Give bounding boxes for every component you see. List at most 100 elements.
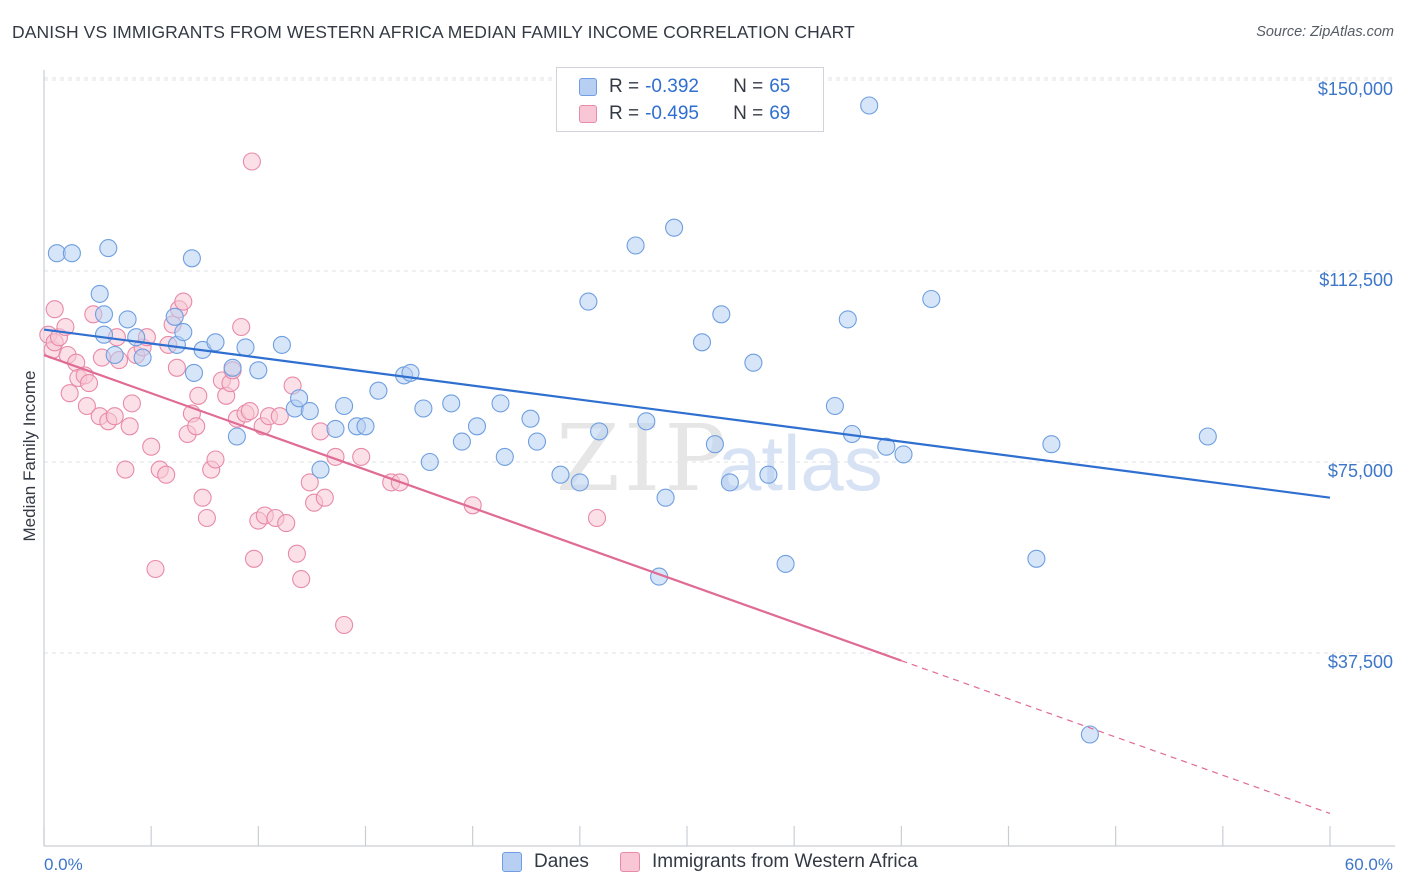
legend-swatch-immigrants: [620, 852, 640, 872]
immigrants-point: [189, 386, 208, 405]
immigrants-point: [335, 615, 354, 635]
danes-trend-line: [43, 328, 1331, 499]
danes-point: [62, 244, 81, 263]
danes-point: [272, 335, 291, 354]
danes-point: [491, 394, 510, 413]
immigrants-point: [146, 559, 165, 579]
legend-item-danes[interactable]: Danes: [502, 851, 589, 873]
immigrants-point: [315, 488, 334, 507]
immigrants-point: [174, 292, 193, 311]
danes-point: [705, 435, 724, 454]
immigrants-point: [79, 374, 99, 393]
danes-point: [776, 554, 795, 573]
danes-point: [495, 447, 514, 466]
legend-label-immigrants: Immigrants from Western Africa: [652, 851, 918, 872]
danes-point: [356, 417, 375, 436]
immigrants-point: [240, 402, 259, 421]
series-immigrants-points: [39, 152, 607, 635]
danes-point: [452, 432, 471, 451]
immigrants-point: [300, 473, 319, 492]
danes-point: [838, 310, 857, 329]
danes-point: [236, 338, 255, 357]
danes-point: [182, 249, 201, 268]
immigrants-point: [142, 437, 161, 456]
danes-point: [860, 96, 879, 115]
legend-label-danes: Danes: [534, 851, 589, 872]
danes-point: [420, 452, 439, 472]
danes-point: [1198, 427, 1217, 446]
immigrants-point: [120, 417, 139, 436]
immigrants-point: [122, 394, 141, 413]
danes-point: [99, 239, 118, 258]
danes-point: [527, 432, 547, 451]
danes-point: [335, 396, 354, 416]
danes-point: [94, 305, 114, 324]
x-tick-label: 60.0%: [1345, 855, 1393, 874]
danes-point: [467, 417, 487, 436]
watermark: ZIP atlas: [556, 405, 883, 512]
legend-r-value: -0.495: [645, 103, 699, 124]
danes-point: [249, 361, 268, 380]
immigrants-point: [77, 396, 96, 416]
immigrants-trend-line: [43, 354, 902, 662]
immigrants-point: [270, 407, 289, 426]
tick-labels: $37,500 $75,000 $112,500 $150,000 0.0% 60.0%: [44, 79, 1393, 874]
danes-point: [590, 422, 609, 441]
danes-point: [442, 394, 461, 413]
trend-lines: [43, 328, 1331, 815]
danes-point: [1042, 435, 1061, 454]
y-tick-label: $150,000: [1318, 79, 1393, 99]
y-tick-label: $112,500: [1319, 270, 1393, 290]
immigrants-point: [277, 514, 296, 533]
danes-point: [223, 358, 242, 377]
danes-point: [300, 402, 319, 421]
immigrants-point: [587, 508, 607, 528]
danes-point: [637, 412, 656, 431]
immigrants-point: [187, 417, 206, 436]
y-tick-label: $37,500: [1328, 652, 1393, 672]
danes-point: [206, 333, 225, 352]
x-tick-label: 0.0%: [44, 855, 83, 874]
legend-swatch-danes: [502, 852, 522, 872]
immigrants-point: [197, 508, 216, 528]
legend-item-immigrants[interactable]: Immigrants from Western Africa: [620, 851, 918, 873]
immigrants-point: [116, 460, 135, 479]
danes-point: [1027, 549, 1046, 568]
series-legend: Danes Immigrants from Western Africa: [0, 851, 1406, 879]
immigrants-point: [193, 488, 212, 507]
immigrants-point: [242, 152, 261, 171]
danes-point: [227, 427, 246, 446]
danes-point: [720, 473, 739, 492]
danes-point: [521, 409, 540, 428]
danes-point: [665, 218, 684, 237]
danes-point: [656, 488, 675, 507]
immigrants-point: [292, 570, 311, 589]
immigrants-point: [311, 422, 330, 441]
legend-swatch-danes: [579, 78, 597, 96]
danes-point: [825, 396, 844, 416]
danes-point: [551, 465, 570, 484]
immigrants-trend-line-extrapolated: [901, 660, 1331, 815]
danes-point: [105, 345, 124, 365]
danes-point: [326, 419, 345, 438]
legend-n-label: N =: [733, 76, 764, 97]
legend-n-label: N =: [733, 103, 764, 124]
correlation-legend: R = -0.392 N = 65 R = -0.495 N = 69: [556, 67, 824, 132]
danes-point: [1080, 725, 1099, 744]
danes-point: [692, 333, 712, 352]
danes-point: [369, 381, 388, 400]
danes-point: [712, 305, 731, 324]
danes-point: [174, 323, 193, 342]
immigrants-point: [206, 450, 225, 469]
immigrants-point: [244, 549, 264, 568]
danes-point: [90, 284, 109, 303]
danes-point: [118, 310, 137, 329]
source-label: Source: ZipAtlas.com: [1256, 24, 1394, 40]
danes-point: [165, 307, 184, 326]
immigrants-point: [157, 465, 176, 484]
axes: [43, 70, 1395, 847]
danes-point: [133, 348, 152, 367]
immigrants-point: [60, 384, 79, 403]
legend-swatch-immigrants: [579, 105, 597, 123]
